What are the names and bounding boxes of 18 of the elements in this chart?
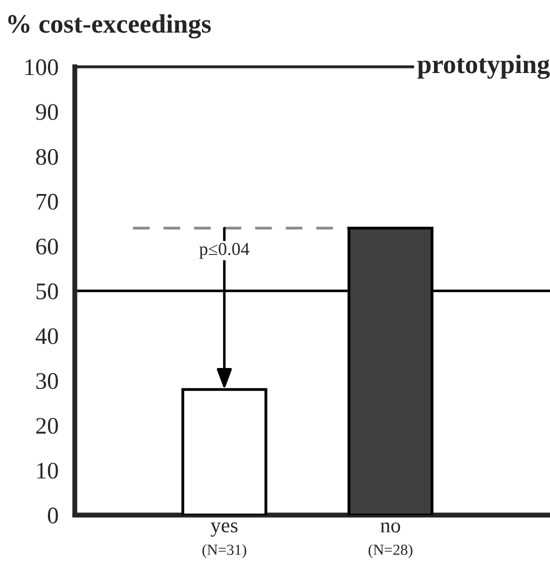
y-tick-label: 80 (36, 148, 58, 165)
y-tick-label: 60 (36, 238, 58, 255)
annotation: p≤0.04 (199, 242, 250, 259)
text: (N=28) (368, 544, 412, 558)
x-tick-label: yes (210, 522, 238, 537)
y-tick-label: 30 (36, 373, 58, 389)
text: (N=31) (202, 544, 246, 558)
chart-title: prototyping (417, 54, 550, 79)
y-tick-label: 50 (36, 283, 58, 300)
y-tick-label: 90 (36, 104, 58, 120)
y-tick-label: 0 (48, 508, 58, 524)
y-tick-label: 40 (36, 328, 58, 344)
x-tick-label: no (380, 522, 400, 532)
y-tick-label: 20 (36, 418, 58, 434)
y-axis-title: % cost-exceedings (8, 14, 211, 38)
y-tick-label: 100 (25, 59, 58, 76)
y-tick-label: 70 (36, 194, 58, 210)
y-tick-label: 10 (37, 462, 58, 479)
